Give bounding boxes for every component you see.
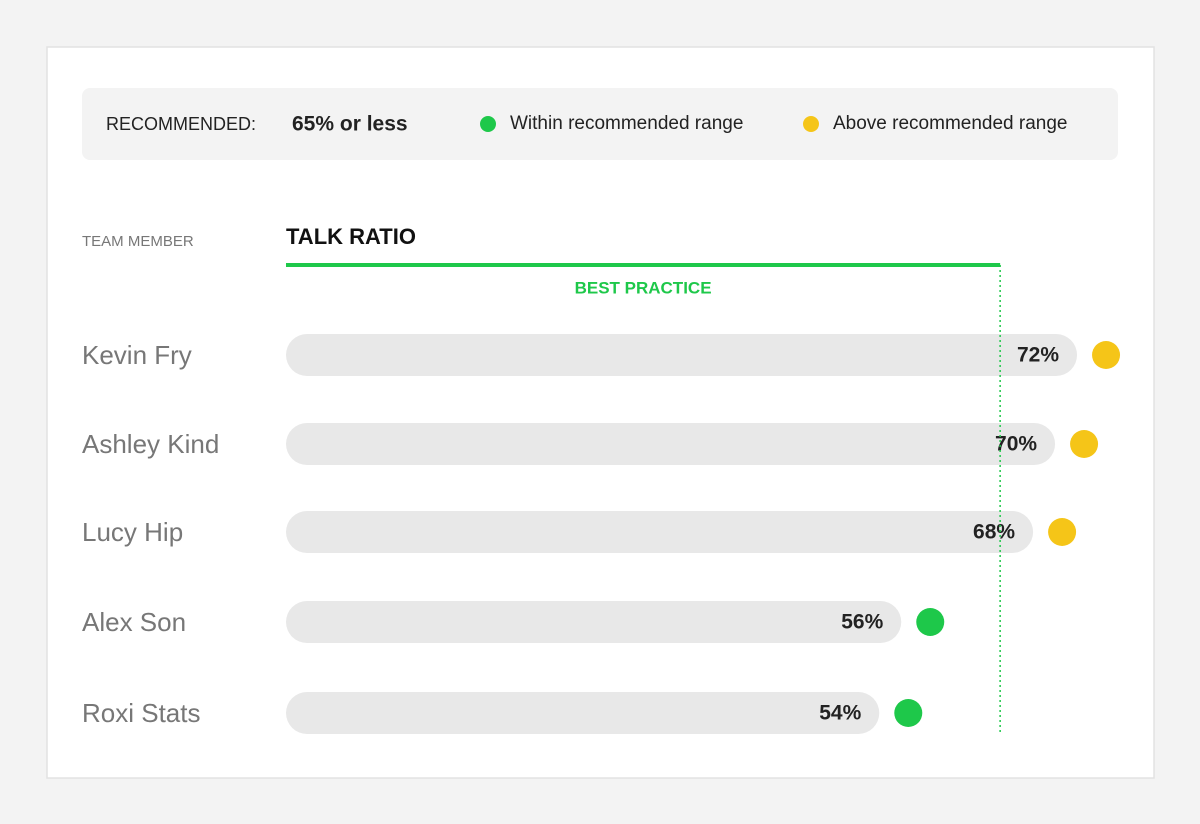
category-label: Alex Son — [82, 607, 186, 637]
category-label: Lucy Hip — [82, 517, 183, 547]
bar — [286, 334, 1078, 376]
legend-label: Above recommended range — [833, 113, 1067, 134]
value-label: 54% — [819, 702, 861, 725]
category-label: Roxi Stats — [82, 698, 201, 728]
card — [46, 46, 1155, 779]
status-dot — [1092, 341, 1121, 369]
value-label: 68% — [973, 521, 1015, 544]
threshold-caption: BEST PRACTICE — [575, 278, 712, 297]
bar — [286, 601, 902, 643]
chart-title: TALK RATIO — [286, 224, 416, 249]
value-label: 72% — [1017, 344, 1059, 367]
value-label: 56% — [841, 611, 883, 634]
legend-box — [82, 88, 1118, 160]
bar — [286, 423, 1056, 465]
legend-label: Within recommended range — [510, 113, 743, 134]
bar — [286, 511, 1034, 553]
value-label: 70% — [995, 433, 1037, 456]
recommended-label: RECOMMENDED: — [106, 114, 256, 134]
status-dot — [1070, 430, 1099, 458]
category-header: TEAM MEMBER — [82, 233, 194, 250]
bar — [286, 692, 880, 734]
category-label: Kevin Fry — [82, 340, 192, 370]
category-label: Ashley Kind — [82, 429, 219, 459]
status-dot — [1048, 518, 1077, 546]
legend-dot — [803, 116, 819, 132]
threshold-label: 65% or less — [292, 113, 408, 136]
status-dot — [894, 699, 923, 727]
legend-dot — [480, 116, 496, 132]
status-dot — [916, 608, 945, 636]
